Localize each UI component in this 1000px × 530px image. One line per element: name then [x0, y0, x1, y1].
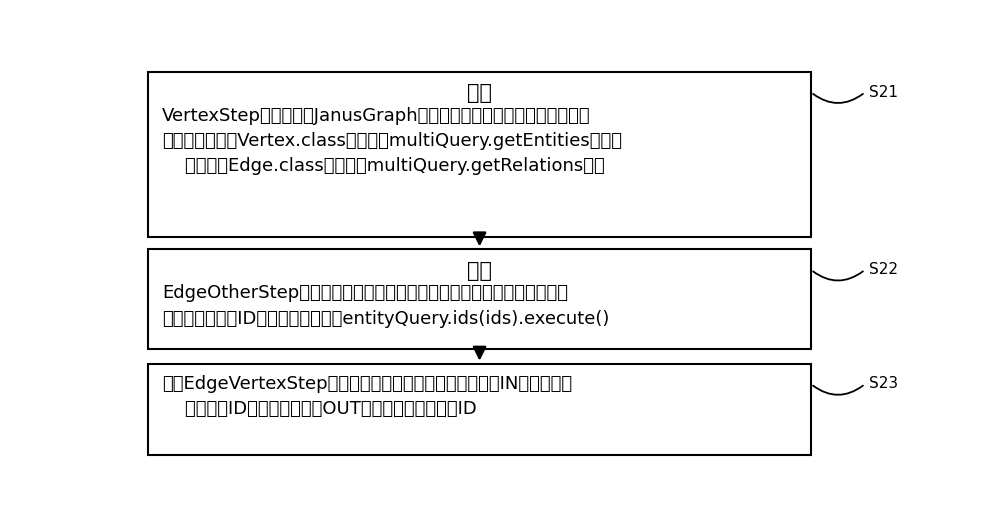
Text: S22: S22 — [869, 262, 898, 277]
Text: EdgeOtherStep，根据判断本端点的值来判断需要获取的对端点，并将全: EdgeOtherStep，根据判断本端点的值来判断需要获取的对端点，并将全 — [162, 285, 568, 303]
Text: VertexStep，通过所述JanusGraph中的一并行查询方法进行一条件传入: VertexStep，通过所述JanusGraph中的一并行查询方法进行一条件传… — [162, 107, 591, 125]
FancyBboxPatch shape — [148, 364, 811, 455]
FancyBboxPatch shape — [148, 72, 811, 237]
Text: 若返回为Edge.class，则执行multiQuery.getRelations方法: 若返回为Edge.class，则执行multiQuery.getRelation… — [162, 157, 605, 175]
FancyBboxPatch shape — [148, 249, 811, 349]
Text: 系的主体ID，若所述方向为OUT，则获取关系的客体ID: 系的主体ID，若所述方向为OUT，则获取关系的客体ID — [162, 400, 477, 418]
Text: S23: S23 — [869, 376, 898, 392]
Text: 对于: 对于 — [467, 83, 492, 103]
Text: 操作，若返回为Vertex.class，则执行multiQuery.getEntities方法，: 操作，若返回为Vertex.class，则执行multiQuery.getEnt… — [162, 132, 622, 150]
Text: S21: S21 — [869, 85, 898, 100]
Text: 部所述对端点的ID集合作为条件传入entityQuery.ids(ids).execute(): 部所述对端点的ID集合作为条件传入entityQuery.ids(ids).ex… — [162, 310, 610, 328]
Text: 对于: 对于 — [467, 261, 492, 281]
Text: 对于EdgeVertexStep，根据方向进行判断，若所述方向为IN，则获取关: 对于EdgeVertexStep，根据方向进行判断，若所述方向为IN，则获取关 — [162, 375, 572, 393]
